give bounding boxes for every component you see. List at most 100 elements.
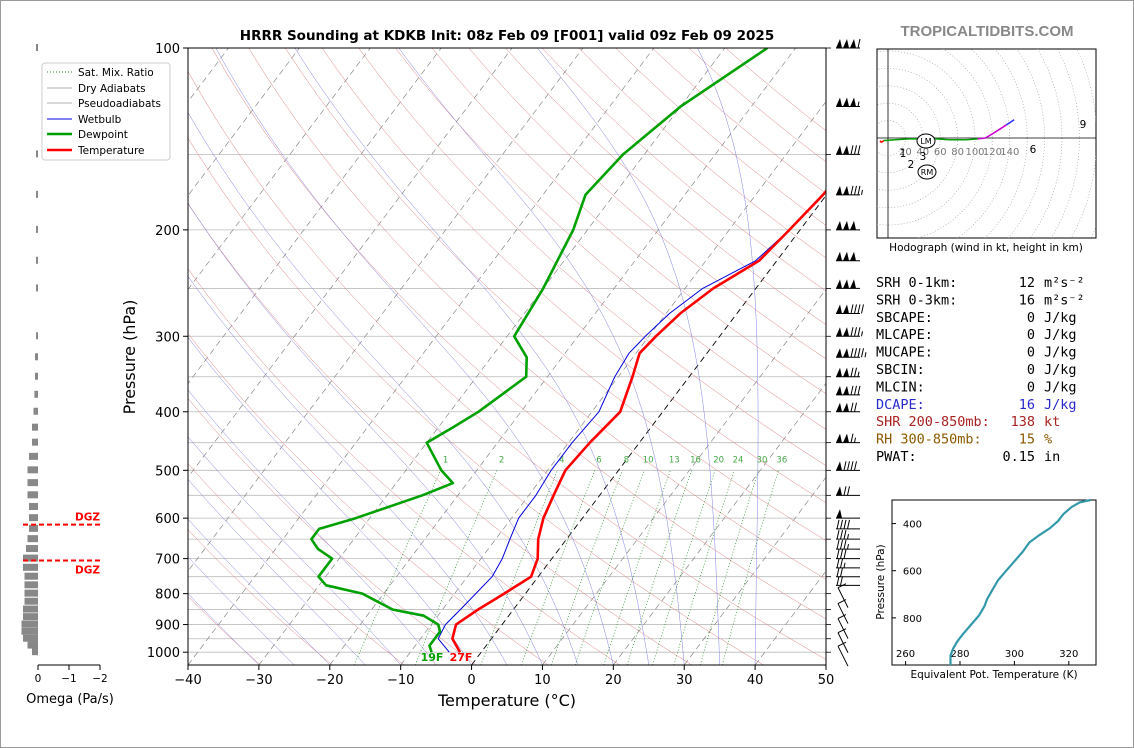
legend-label-dewpoint: Dewpoint bbox=[78, 129, 128, 141]
index-row: SBCAPE: 0 J/kg bbox=[876, 310, 1077, 326]
omega-bar bbox=[36, 44, 38, 51]
dry-adiabat bbox=[468, 48, 826, 360]
x-tick-label: 0 bbox=[467, 673, 475, 688]
index-row: SBCIN: 0 J/kg bbox=[876, 362, 1077, 378]
wind-barb bbox=[837, 599, 849, 624]
index-row: MUCAPE: 0 J/kg bbox=[876, 345, 1077, 361]
isotherm-line bbox=[329, 48, 796, 665]
barb-full bbox=[854, 402, 857, 412]
barb-full bbox=[850, 327, 854, 337]
index-label: SHR 200-850mb: bbox=[876, 414, 990, 430]
hodograph-segment bbox=[882, 140, 885, 143]
omega-bar bbox=[21, 627, 38, 635]
pseudo-adiabat bbox=[215, 48, 614, 665]
hodograph-ring-label: 120 bbox=[983, 147, 1002, 158]
barb-pennant bbox=[836, 367, 842, 377]
hodograph-ring-label: 80 bbox=[951, 147, 964, 158]
barb-pennant bbox=[836, 39, 842, 48]
barb-full bbox=[850, 348, 854, 358]
pseudo-adiabat bbox=[188, 111, 579, 665]
index-value: 0 bbox=[1027, 345, 1035, 361]
omega-bar bbox=[24, 581, 38, 589]
skewt-ylabel: Pressure (hPa) bbox=[120, 300, 139, 415]
skewt-frame bbox=[187, 47, 827, 666]
index-row: SRH 0-3km: 16 m²s⁻² bbox=[876, 292, 1085, 308]
barb-full bbox=[836, 539, 840, 550]
wind-barb bbox=[836, 576, 860, 586]
barb-pennant bbox=[836, 348, 842, 358]
pseudo-adiabat bbox=[188, 556, 295, 665]
barb-pennant bbox=[836, 327, 842, 337]
legend-box bbox=[41, 62, 171, 161]
index-value: 0 bbox=[1027, 310, 1035, 326]
barb-full bbox=[854, 461, 857, 471]
index-label: PWAT: bbox=[876, 449, 917, 465]
barb-shaft bbox=[837, 587, 849, 608]
isotherm-line bbox=[188, 48, 371, 291]
barb-half bbox=[857, 101, 860, 107]
mixing-ratio-label: 36 bbox=[776, 456, 787, 466]
barb-full bbox=[850, 367, 854, 377]
storm-motion-lm: LM bbox=[916, 133, 936, 149]
hodograph-height-label: 6 bbox=[1030, 144, 1037, 156]
barb-pennant bbox=[850, 279, 856, 289]
barb-half bbox=[861, 331, 863, 337]
hodograph-height-label: 9 bbox=[1080, 119, 1087, 131]
dry-adiabat bbox=[188, 333, 549, 665]
wind-barb bbox=[836, 251, 860, 262]
indices-table: SRH 0-1km: 12 m²s⁻² SRH 0-3km: 16 m²s⁻² SBCAPE… bbox=[876, 275, 1085, 465]
y-tick-label: 500 bbox=[155, 464, 180, 479]
barb-full bbox=[840, 519, 843, 529]
index-label: SBCAPE: bbox=[876, 310, 933, 326]
dry-adiabat bbox=[188, 398, 477, 665]
hodograph-frame bbox=[876, 48, 1097, 239]
legend-label-temperature: Temperature bbox=[77, 145, 145, 157]
barb-flag bbox=[837, 641, 847, 647]
hodograph-ring-label: 140 bbox=[1000, 147, 1019, 158]
storm-motion-label: LM bbox=[920, 137, 931, 146]
legend-label-wetbulb: Wetbulb bbox=[78, 114, 122, 126]
barb-full bbox=[854, 304, 857, 314]
omega-bar bbox=[29, 452, 38, 460]
wind-barb bbox=[836, 97, 860, 108]
wind-barb bbox=[836, 509, 860, 519]
wind-barb bbox=[836, 304, 864, 314]
wind-barb bbox=[836, 461, 860, 471]
omega-bar bbox=[23, 613, 38, 621]
barb-full bbox=[850, 402, 854, 412]
barb-pennant bbox=[843, 185, 849, 195]
omega-bar bbox=[34, 390, 38, 398]
barb-full bbox=[836, 576, 840, 586]
barb-full bbox=[847, 461, 850, 471]
wind-barb bbox=[837, 583, 849, 608]
omega-bar bbox=[32, 438, 38, 446]
index-unit: J/kg bbox=[1044, 327, 1077, 343]
omega-bar bbox=[23, 554, 38, 562]
hodograph-segment bbox=[966, 138, 978, 141]
barb-shaft bbox=[837, 645, 849, 667]
barb-pennant bbox=[843, 251, 849, 261]
index-row: SHR 200-850mb: 138 kt bbox=[876, 414, 1060, 430]
dry-adiabat bbox=[188, 463, 405, 665]
omega-bar bbox=[36, 190, 38, 198]
index-unit: m²s⁻² bbox=[1044, 292, 1085, 308]
thetae-frame bbox=[891, 499, 1097, 666]
barb-pennant bbox=[836, 402, 842, 412]
barb-full bbox=[843, 530, 847, 540]
mixing-ratio-line bbox=[550, 470, 623, 665]
thetae-y-tick-label: 600 bbox=[903, 567, 922, 578]
wind-barb bbox=[836, 530, 860, 540]
thetae-x-tick-label: 300 bbox=[1005, 649, 1024, 660]
omega-bar bbox=[32, 423, 38, 431]
pseudo-adiabat bbox=[398, 48, 685, 665]
x-tick-label: −40 bbox=[174, 673, 201, 688]
barb-full bbox=[857, 327, 861, 337]
y-tick-label: 100 bbox=[155, 42, 180, 57]
barb-full bbox=[854, 385, 857, 395]
barb-pennant bbox=[850, 220, 856, 230]
isotherm-line bbox=[188, 48, 584, 572]
omega-bar bbox=[36, 284, 38, 292]
barb-half bbox=[843, 562, 846, 568]
watermark: TROPICALTIDBITS.COM bbox=[900, 23, 1073, 40]
